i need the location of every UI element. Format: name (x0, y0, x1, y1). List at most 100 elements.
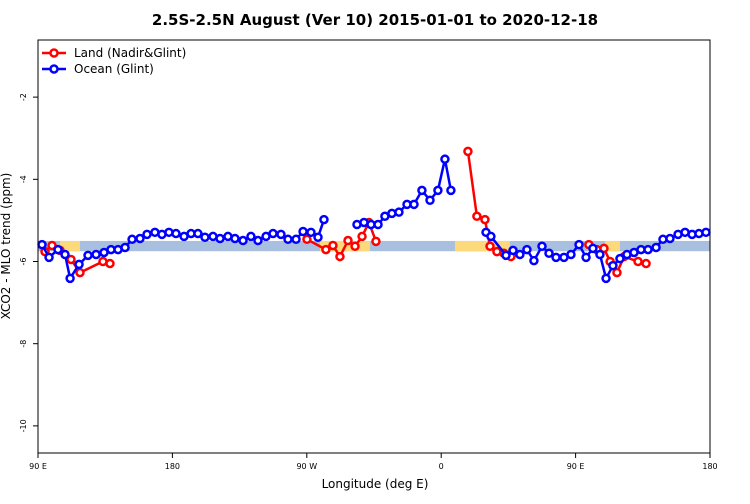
data-point (321, 244, 331, 255)
data-point (306, 227, 316, 238)
data-point (665, 233, 675, 244)
data-point (472, 211, 482, 222)
data-point (74, 259, 84, 270)
data-point (47, 240, 57, 251)
data-point (643, 244, 653, 255)
chart-title: 2.5S-2.5N August (Ver 10) 2015-01-01 to … (152, 11, 598, 29)
data-point (200, 232, 210, 243)
data-point (135, 233, 145, 244)
data-point (501, 250, 511, 261)
plot-frame (37, 39, 711, 454)
data-point (298, 226, 308, 237)
data-point (595, 249, 605, 260)
data-point (246, 231, 256, 242)
x-tick-label: 0 (439, 462, 444, 471)
data-point (193, 228, 203, 239)
data-point (53, 244, 63, 255)
data-point (566, 249, 576, 260)
data-point (142, 229, 152, 240)
data-point (268, 228, 278, 239)
data-point (371, 236, 381, 247)
data-point (171, 228, 181, 239)
data-point (425, 195, 435, 206)
data-point (283, 234, 293, 245)
data-point (60, 249, 70, 260)
data-point (350, 241, 360, 252)
y-tick-label: -10 (19, 419, 28, 432)
data-point (633, 256, 643, 267)
x-tick-label: 90 W (296, 462, 317, 471)
data-point (608, 260, 618, 271)
data-point (486, 231, 496, 242)
data-point (319, 214, 329, 225)
data-point (417, 185, 427, 196)
land-span (59, 240, 80, 252)
data-point (641, 258, 651, 269)
data-point (612, 267, 622, 278)
land-span (454, 240, 510, 252)
data-point (91, 249, 101, 260)
data-point (409, 199, 419, 210)
ocean-band (38, 240, 710, 252)
data-point (515, 249, 525, 260)
y-tick-label: -2 (19, 93, 28, 101)
data-point (440, 154, 450, 164)
y-axis-label: XCO2 - MLO trend (ppm) (0, 173, 13, 320)
data-point (328, 240, 338, 251)
data-point (215, 233, 225, 244)
data-point (529, 255, 539, 266)
data-point (551, 252, 561, 263)
data-point (343, 235, 353, 246)
legend-marker (49, 48, 59, 58)
x-tick-label: 180 (165, 462, 180, 471)
legend-label: Land (Nadir&Glint) (74, 46, 186, 60)
data-point (313, 232, 323, 243)
data-point (485, 241, 495, 252)
y-tick-label: -8 (19, 340, 28, 348)
data-point (335, 251, 345, 262)
data-point (302, 234, 312, 245)
data-point (433, 185, 443, 196)
x-tick-label: 90 E (567, 462, 585, 471)
x-tick-label: 180 (702, 462, 717, 471)
data-point (120, 242, 130, 253)
y-tick-label: -4 (19, 175, 28, 183)
data-point (83, 250, 93, 261)
land-span (605, 240, 620, 252)
data-point (238, 235, 248, 246)
data-point (105, 258, 115, 269)
data-point (651, 242, 661, 253)
data-point (394, 207, 404, 217)
data-point (65, 273, 75, 284)
data-point (276, 229, 286, 240)
data-point (127, 234, 137, 245)
legend-marker (49, 64, 59, 74)
data-point (480, 214, 490, 225)
data-point (291, 234, 301, 245)
data-point (373, 219, 383, 230)
data-point (75, 267, 85, 278)
data-point (253, 235, 263, 246)
data-point (701, 227, 711, 238)
data-point (44, 252, 54, 263)
data-point (615, 253, 625, 264)
legend-label: Ocean (Glint) (74, 62, 154, 76)
y-tick-label: -6 (19, 258, 28, 266)
data-point (537, 241, 547, 252)
data-point (522, 244, 532, 255)
data-point (544, 248, 554, 259)
data-point (357, 231, 367, 242)
data-point (446, 185, 456, 196)
data-point (588, 243, 598, 254)
data-point (599, 243, 609, 254)
data-point (508, 245, 518, 256)
data-point (37, 239, 47, 250)
x-tick-label: 90 E (29, 462, 47, 471)
x-axis-label: Longitude (deg E) (322, 477, 429, 491)
data-point (574, 239, 584, 250)
data-point (463, 146, 473, 157)
data-point (581, 252, 591, 263)
data-point (230, 233, 240, 244)
data-point (66, 254, 76, 265)
